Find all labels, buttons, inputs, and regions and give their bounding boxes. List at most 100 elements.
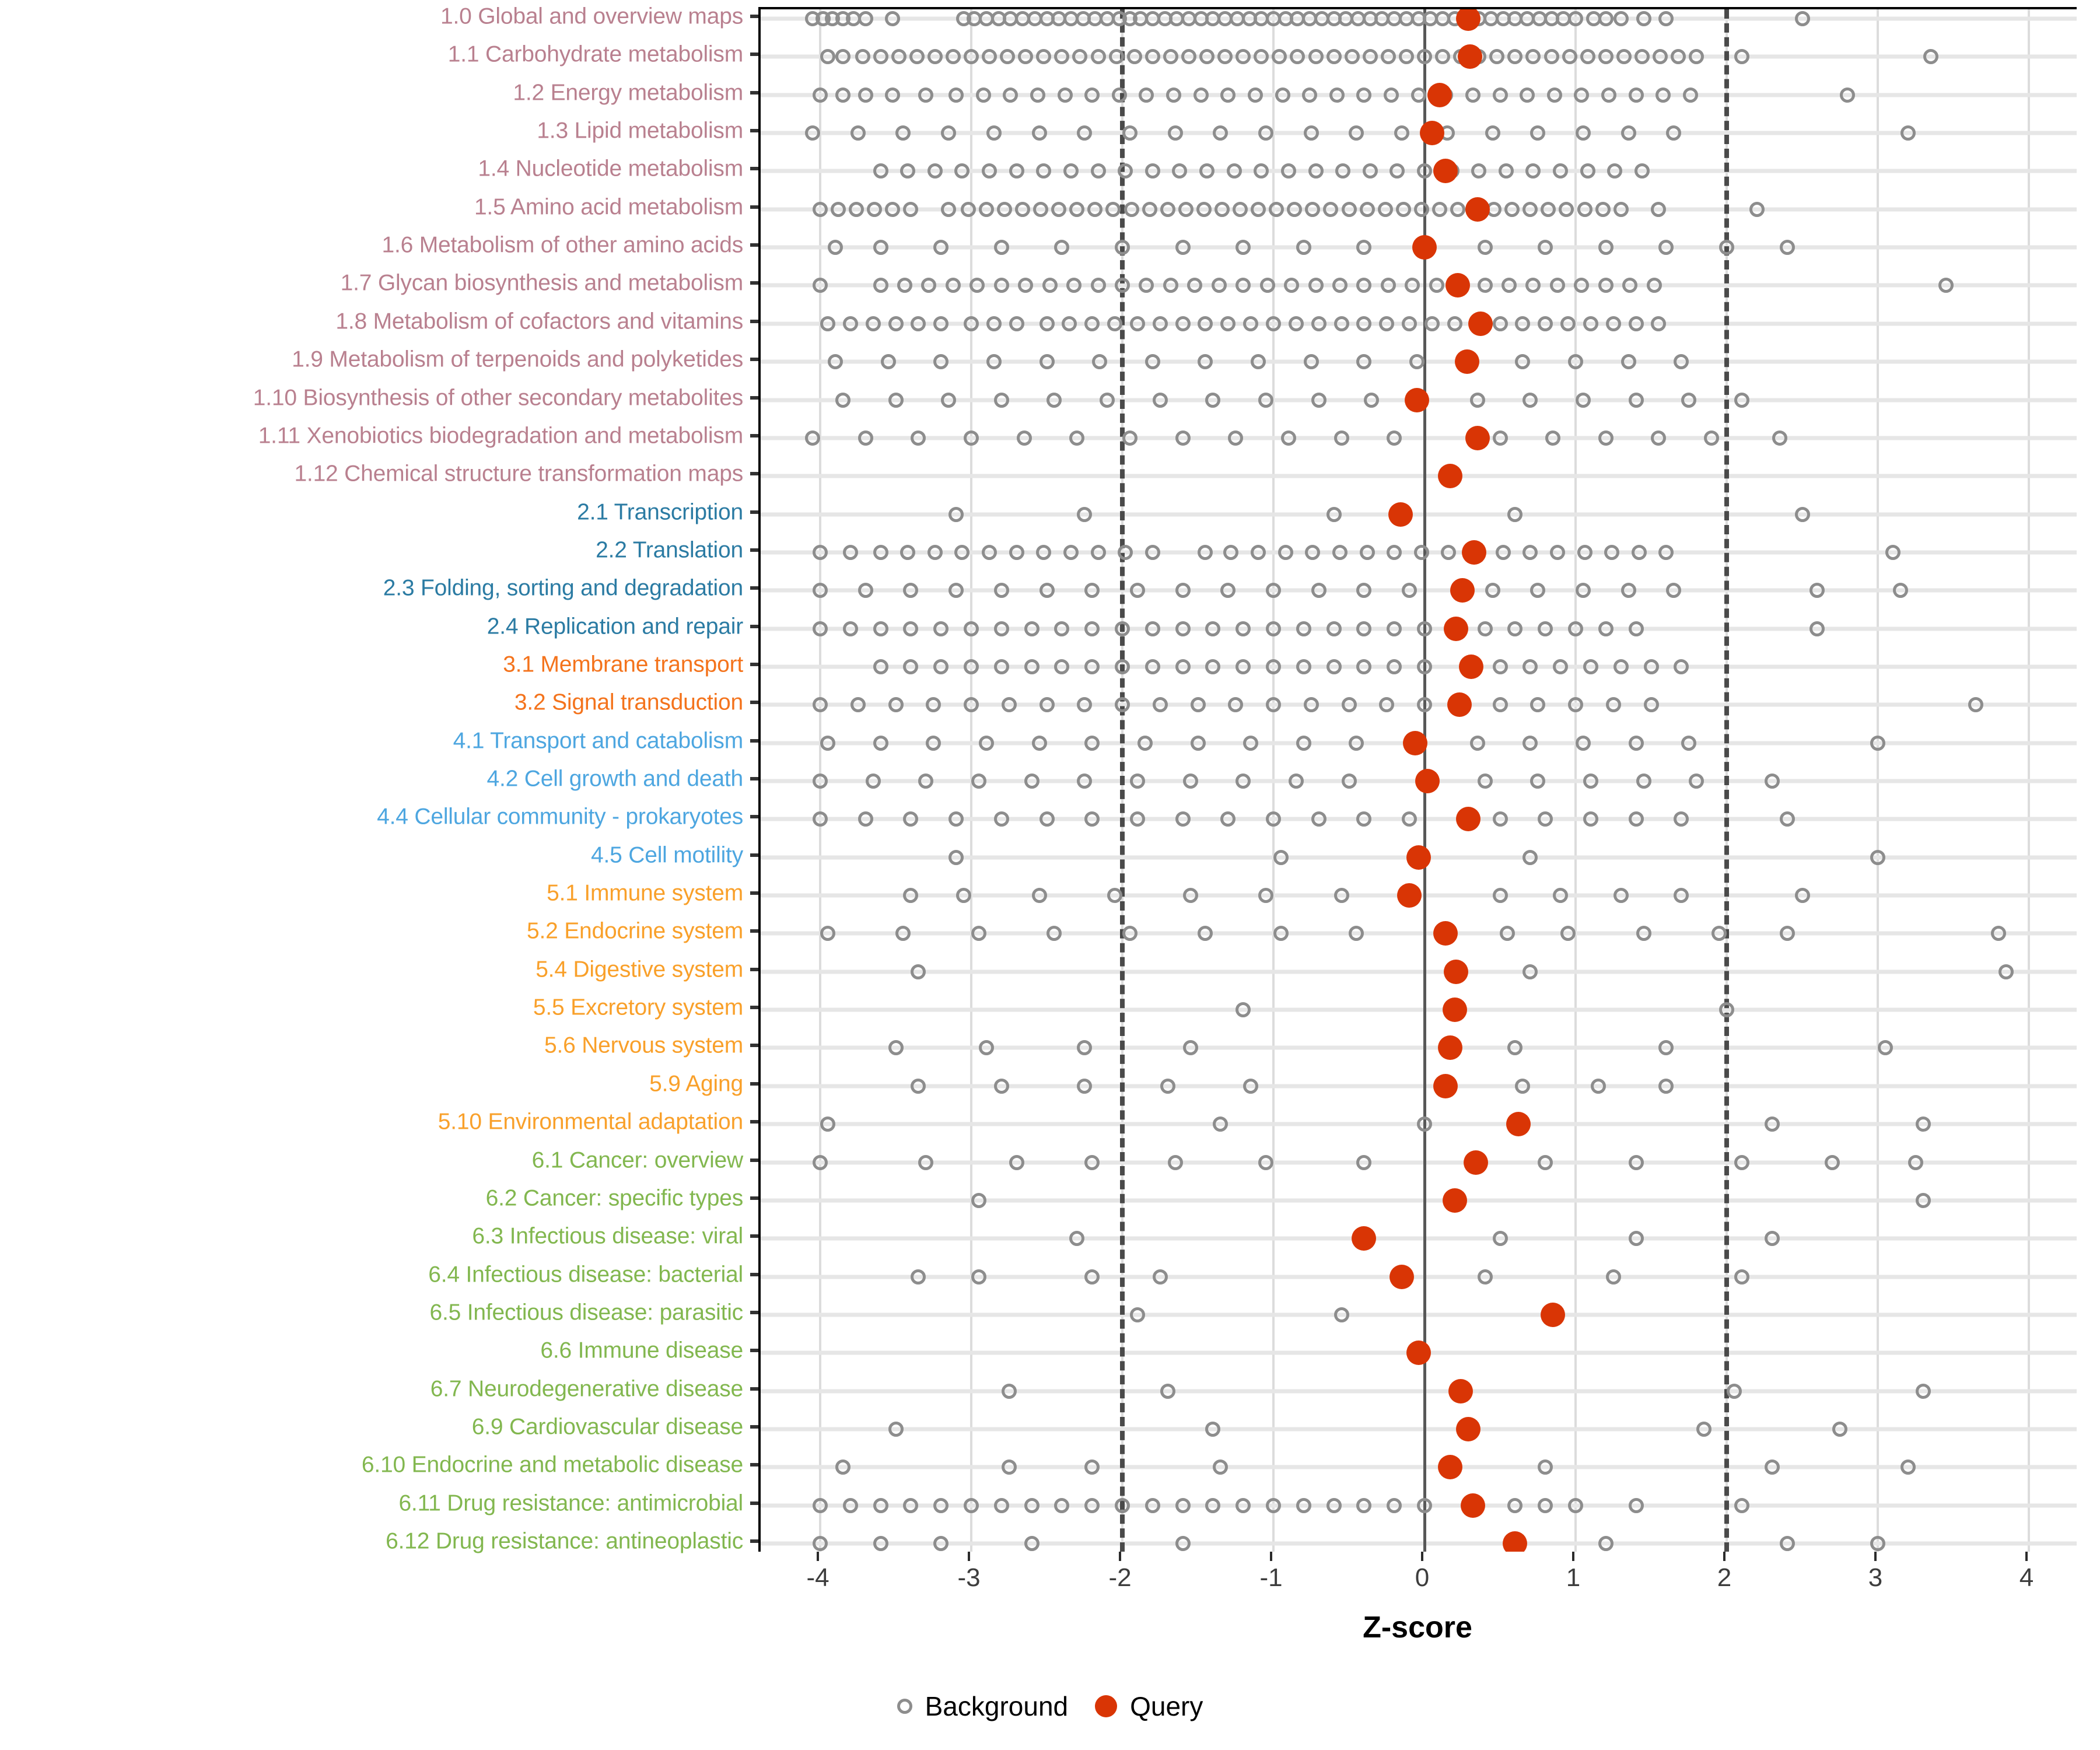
background-point (949, 87, 964, 103)
query-point[interactable] (1352, 1226, 1377, 1251)
background-point (1522, 659, 1538, 674)
background-point (978, 735, 994, 751)
query-point[interactable] (1442, 1188, 1467, 1213)
background-point (1122, 926, 1138, 942)
background-point (873, 1536, 888, 1551)
background-point (858, 583, 873, 598)
background-point (986, 316, 1002, 331)
background-point (820, 316, 835, 331)
query-point[interactable] (1460, 1493, 1485, 1518)
query-point[interactable] (1405, 387, 1430, 412)
background-point (1090, 163, 1106, 179)
query-point[interactable] (1415, 769, 1440, 793)
x-axis-tick-mark (968, 1552, 970, 1561)
query-point[interactable] (1506, 1112, 1531, 1137)
legend-item-query[interactable]: Query (1095, 1690, 1203, 1722)
background-point (1118, 544, 1133, 560)
y-axis-tick-label: 5.2 Endocrine system (526, 918, 743, 944)
background-point (1674, 811, 1689, 827)
background-point (1522, 392, 1538, 408)
query-point[interactable] (1388, 502, 1413, 527)
background-point (1764, 1116, 1780, 1132)
background-point (1198, 544, 1213, 560)
query-point[interactable] (1456, 1416, 1481, 1441)
background-point (1335, 163, 1351, 179)
y-axis-tick-mark (750, 1120, 758, 1124)
query-point[interactable] (1438, 1035, 1463, 1060)
background-point (1424, 316, 1440, 331)
query-point[interactable] (1444, 616, 1469, 641)
background-point (805, 125, 821, 141)
query-point[interactable] (1433, 159, 1458, 184)
query-point[interactable] (1406, 845, 1431, 870)
background-point (903, 583, 919, 598)
background-point (1583, 659, 1598, 674)
background-point (1198, 354, 1213, 370)
background-point (1303, 125, 1319, 141)
background-point (1704, 430, 1720, 446)
background-point (1266, 811, 1281, 827)
background-point (1356, 583, 1372, 598)
query-point[interactable] (1450, 578, 1475, 603)
query-point[interactable] (1465, 197, 1490, 222)
query-point[interactable] (1447, 692, 1472, 718)
query-point[interactable] (1454, 349, 1479, 374)
background-point (993, 278, 1009, 293)
query-point[interactable] (1464, 1150, 1489, 1175)
y-axis-tick-label: 3.1 Membrane transport (503, 652, 743, 677)
background-point (885, 11, 901, 26)
query-point[interactable] (1459, 654, 1484, 679)
background-point (1258, 888, 1274, 904)
query-point[interactable] (1541, 1302, 1566, 1327)
background-point (1275, 87, 1290, 103)
background-point (1042, 278, 1058, 293)
background-point (888, 392, 904, 408)
x-axis-tick-mark (1421, 1552, 1423, 1561)
query-point[interactable] (1406, 1340, 1431, 1366)
background-point (1734, 1497, 1749, 1513)
query-point[interactable] (1503, 1531, 1528, 1552)
y-axis-tick-label: 1.6 Metabolism of other amino acids (382, 232, 744, 258)
background-point (1545, 430, 1561, 446)
background-point (1356, 1154, 1372, 1170)
query-point[interactable] (1445, 273, 1470, 298)
query-point[interactable] (1419, 121, 1444, 146)
background-point (964, 659, 979, 674)
background-point (1598, 1536, 1614, 1551)
query-point[interactable] (1442, 998, 1467, 1023)
query-point[interactable] (1448, 1378, 1474, 1404)
query-point[interactable] (1412, 235, 1437, 260)
background-point (1178, 201, 1194, 217)
y-axis-tick-mark (750, 1272, 758, 1276)
query-point[interactable] (1456, 807, 1481, 832)
y-axis-tick-mark (750, 472, 758, 476)
background-point (964, 697, 979, 713)
row-baseline (761, 1427, 2077, 1432)
query-point[interactable] (1438, 1455, 1463, 1480)
background-point (1628, 1497, 1644, 1513)
query-point[interactable] (1465, 425, 1490, 450)
background-point (1779, 926, 1795, 942)
query-point[interactable] (1390, 1264, 1415, 1289)
query-point[interactable] (1457, 44, 1482, 69)
query-point[interactable] (1444, 959, 1469, 984)
query-point[interactable] (1462, 540, 1487, 565)
query-point[interactable] (1433, 1073, 1458, 1098)
query-point[interactable] (1433, 921, 1458, 946)
background-point (1009, 163, 1024, 179)
background-point (1870, 849, 1885, 865)
legend-item-background[interactable]: Background (897, 1690, 1068, 1722)
background-point (1175, 430, 1191, 446)
background-point (1152, 1269, 1168, 1284)
background-point (1198, 926, 1213, 942)
query-point[interactable] (1403, 730, 1428, 755)
query-point[interactable] (1438, 464, 1463, 489)
background-point (1515, 1078, 1531, 1094)
query-point[interactable] (1397, 883, 1422, 908)
query-point[interactable] (1468, 311, 1493, 336)
query-point[interactable] (1456, 9, 1481, 31)
background-point (813, 583, 828, 598)
background-point (1522, 544, 1538, 560)
query-point[interactable] (1427, 82, 1452, 107)
background-point (1689, 774, 1704, 789)
